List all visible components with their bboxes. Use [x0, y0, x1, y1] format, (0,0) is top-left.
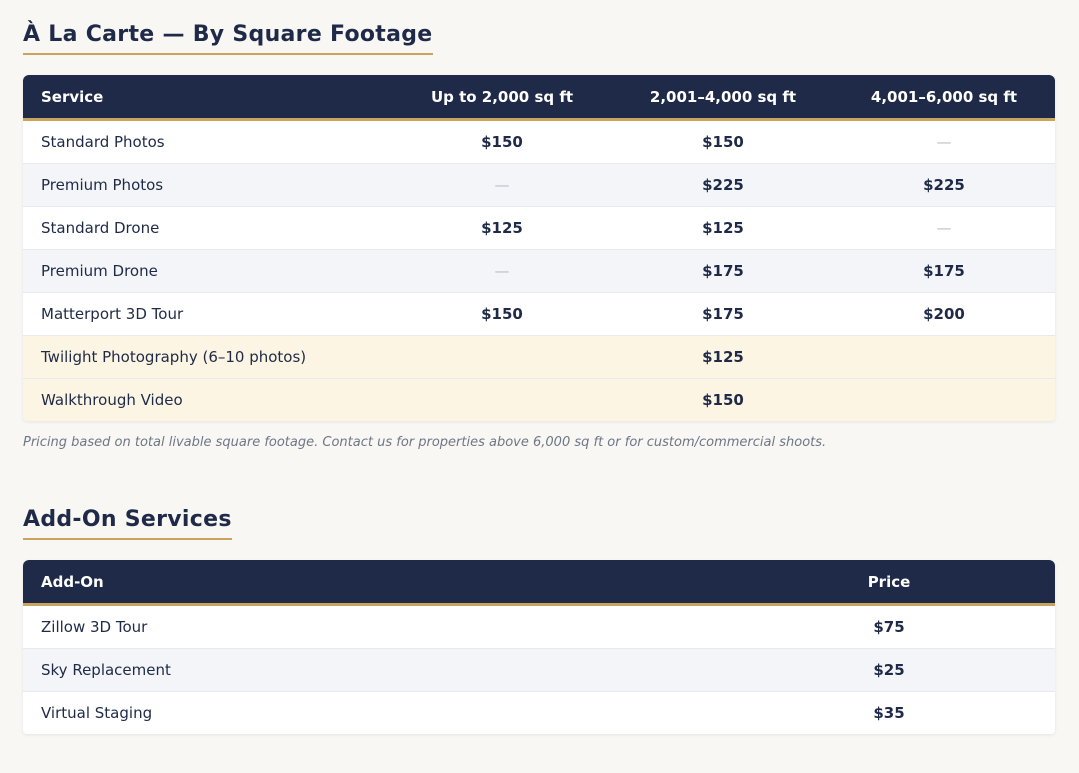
price-cell: $125	[391, 207, 613, 250]
section-title: Add-On Services	[23, 505, 232, 540]
price-cell: $150	[391, 121, 613, 164]
price-cell: $175	[833, 250, 1055, 293]
pricing-table: Add-On Price Zillow 3D Tour $75 Sky Replacem…	[23, 560, 1055, 734]
table-row: Premium Drone — $175 $175	[23, 250, 1055, 293]
price-cell: —	[833, 207, 1055, 250]
row-label: Standard Drone	[23, 207, 391, 250]
price-cell: $225	[613, 164, 833, 207]
price-cell: $125	[391, 336, 1055, 379]
price-cell: $175	[613, 250, 833, 293]
price-cell: $200	[833, 293, 1055, 336]
price-cell: —	[833, 121, 1055, 164]
column-header: Price	[723, 560, 1055, 606]
price-cell: $150	[613, 121, 833, 164]
row-label: Virtual Staging	[23, 692, 723, 734]
row-label: Matterport 3D Tour	[23, 293, 391, 336]
table-row: Standard Drone $125 $125—	[23, 207, 1055, 250]
row-label: Standard Photos	[23, 121, 391, 164]
table-row: Matterport 3D Tour $150 $175 $200	[23, 293, 1055, 336]
pricing-table: Service Up to 2,000 sq ft 2,001–4,000 sq f…	[23, 75, 1055, 421]
table-row: Virtual Staging $35	[23, 692, 1055, 734]
table-row: Zillow 3D Tour $75	[23, 606, 1055, 649]
section: Add-On Services Add-On Price Zillow 3D Tour…	[23, 450, 1055, 734]
column-header: 4,001–6,000 sq ft	[833, 75, 1055, 121]
table-row: Walkthrough Video $150	[23, 379, 1055, 421]
row-label: Twilight Photography (6–10 photos)	[23, 336, 391, 379]
table-header: Add-On Price	[23, 560, 1055, 606]
column-header: Add-On	[23, 560, 723, 606]
column-header: Up to 2,000 sq ft	[391, 75, 613, 121]
table-body: Standard Photos $150 $150— Premium Photos — $…	[23, 121, 1055, 421]
price-cell: $125	[613, 207, 833, 250]
row-label: Sky Replacement	[23, 649, 723, 692]
price-cell: —	[391, 250, 613, 293]
price-cell: $150	[391, 379, 1055, 421]
price-cell: $35	[723, 692, 1055, 734]
table-body: Zillow 3D Tour $75 Sky Replacement $25 Virtu…	[23, 606, 1055, 734]
row-label: Walkthrough Video	[23, 379, 391, 421]
price-cell: $150	[391, 293, 613, 336]
price-cell: —	[391, 164, 613, 207]
price-cell: $225	[833, 164, 1055, 207]
table-row: Standard Photos $150 $150—	[23, 121, 1055, 164]
header-row: Add-On Price	[23, 560, 1055, 606]
row-label: Premium Drone	[23, 250, 391, 293]
row-label: Premium Photos	[23, 164, 391, 207]
footnote: Pricing based on total livable square fo…	[23, 435, 827, 450]
table-header: Service Up to 2,000 sq ft 2,001–4,000 sq f…	[23, 75, 1055, 121]
price-cell: $175	[613, 293, 833, 336]
price-cell: $75	[723, 606, 1055, 649]
section-title: À La Carte — By Square Footage	[23, 20, 433, 55]
price-cell: $25	[723, 649, 1055, 692]
table-row: Premium Photos — $225 $225	[23, 164, 1055, 207]
column-header: 2,001–4,000 sq ft	[613, 75, 833, 121]
content: À La Carte — By Square Footage Service Up …	[23, 0, 1055, 734]
table-row: Twilight Photography (6–10 photos) $125	[23, 336, 1055, 379]
header-row: Service Up to 2,000 sq ft 2,001–4,000 sq f…	[23, 75, 1055, 121]
section: À La Carte — By Square Footage Service Up …	[23, 0, 1055, 450]
column-header: Service	[23, 75, 391, 121]
row-label: Zillow 3D Tour	[23, 606, 723, 649]
table-row: Sky Replacement $25	[23, 649, 1055, 692]
